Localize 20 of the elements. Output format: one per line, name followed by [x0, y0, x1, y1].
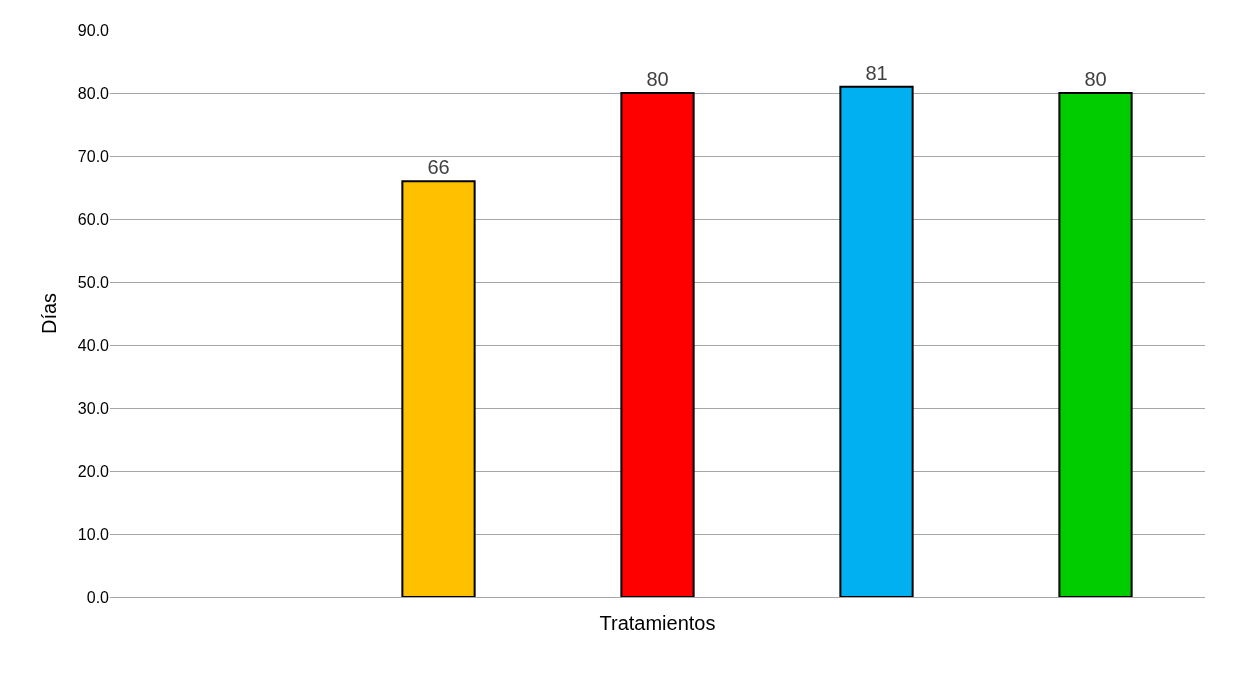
y-tick-label: 40.0 — [77, 336, 110, 354]
y-tick-label: 80.0 — [77, 84, 110, 102]
y-tick-label: 20.0 — [77, 462, 110, 480]
y-tick-label: 50.0 — [77, 273, 110, 291]
data-label: 66 — [427, 156, 450, 179]
y-tick-label: 10.0 — [77, 525, 110, 543]
y-tick-label: 90.0 — [77, 21, 110, 39]
bar — [620, 92, 695, 597]
y-tick-label: 30.0 — [77, 399, 110, 417]
x-axis-title: Tratamientos — [599, 611, 716, 634]
data-label: 80 — [1084, 68, 1107, 90]
bar — [1058, 92, 1133, 597]
data-label: 81 — [865, 61, 888, 84]
data-label: 80 — [646, 68, 669, 90]
bar — [401, 180, 476, 597]
y-tick-label: 0.0 — [86, 588, 110, 606]
y-tick-label: 60.0 — [77, 210, 110, 228]
bar — [839, 85, 914, 597]
y-tick-label: 70.0 — [77, 147, 110, 165]
y-axis-title: Días — [38, 292, 61, 335]
